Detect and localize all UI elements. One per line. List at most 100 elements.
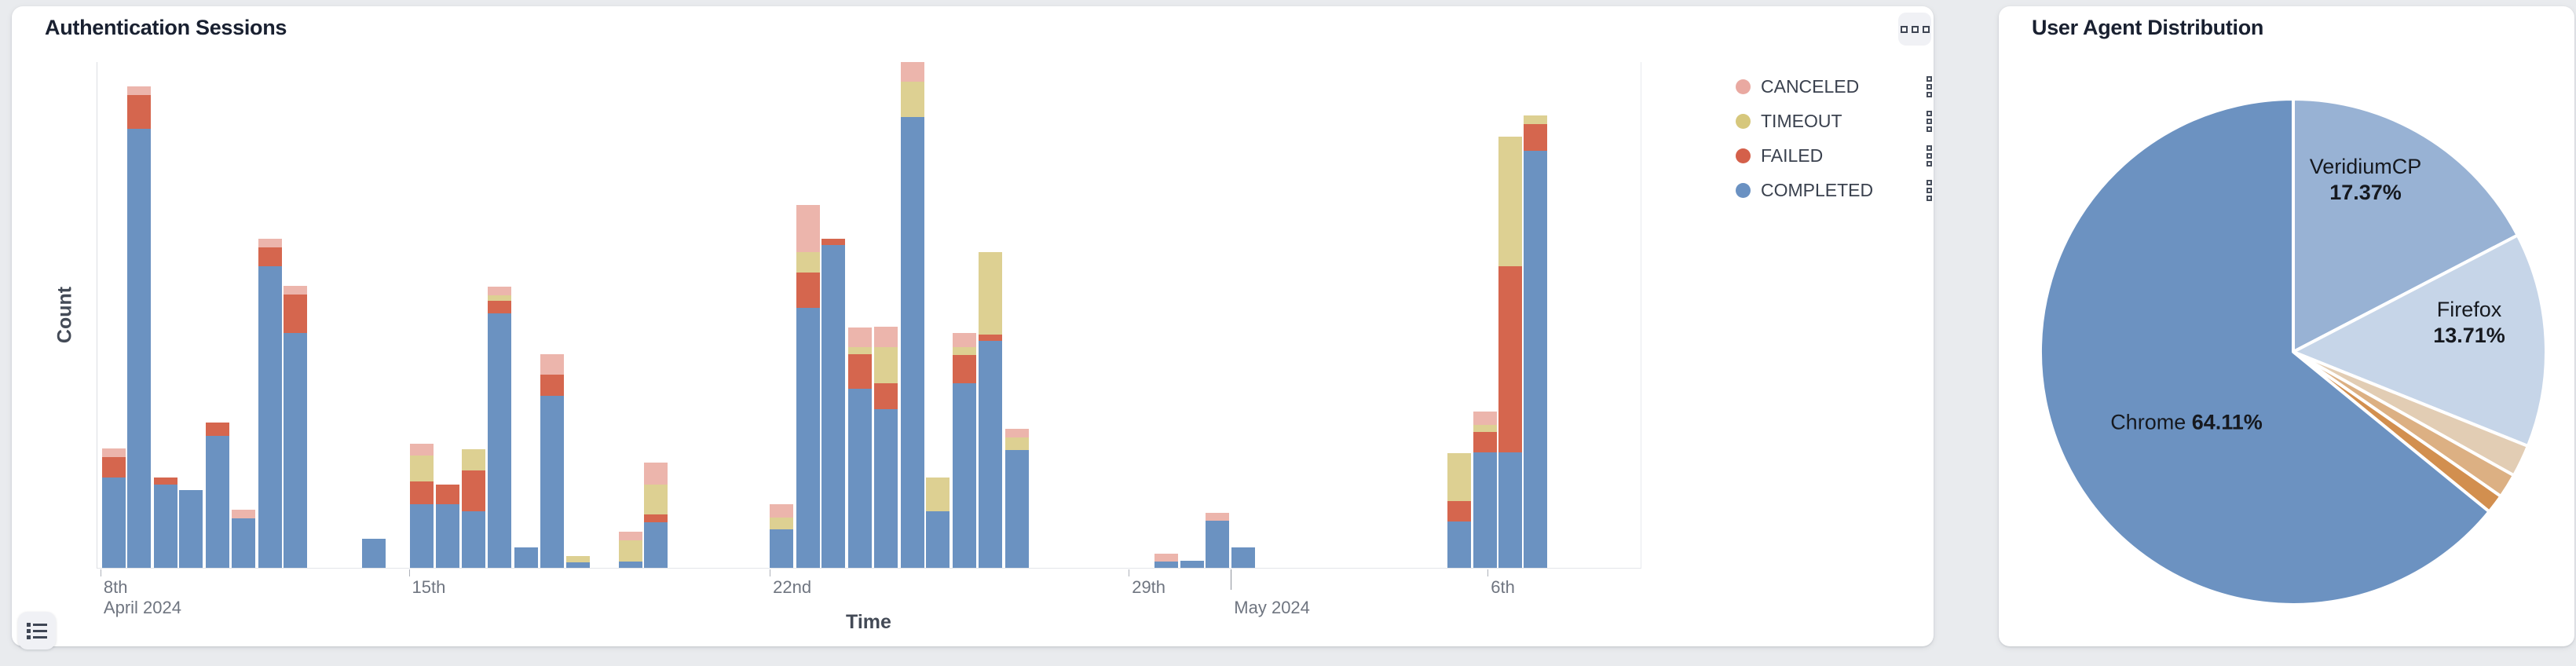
stacked-bar[interactable]: [1524, 115, 1548, 568]
bar-segment-completed: [1206, 521, 1230, 568]
tick-label: 8th: [103, 577, 128, 597]
stacked-bar[interactable]: [644, 463, 668, 568]
authentication-sessions-panel: Authentication Sessions CANCELED TIMEOUT F…: [12, 6, 1934, 646]
panel-title: User Agent Distribution: [2032, 16, 2264, 39]
legend-item-canceled[interactable]: CANCELED: [1736, 69, 1932, 104]
bar-segment-completed: [821, 245, 846, 568]
bar-segment-completed: [873, 408, 898, 568]
bar-segment-timeout: [847, 347, 872, 354]
stacked-bar[interactable]: [926, 477, 950, 568]
bar-segment-completed: [153, 485, 177, 568]
stacked-bar[interactable]: [1473, 412, 1497, 568]
stacked-bar[interactable]: [1004, 429, 1029, 568]
stacked-bar[interactable]: [618, 532, 642, 568]
bar-segment-timeout: [1447, 453, 1471, 501]
stacked-bar[interactable]: [101, 448, 126, 568]
bar-segment-completed: [953, 382, 977, 568]
legend-item-failed[interactable]: FAILED: [1736, 138, 1932, 173]
stacked-bar[interactable]: [514, 547, 538, 568]
square-icon: [1922, 25, 1930, 33]
bar-segment-completed: [409, 504, 434, 568]
stacked-bar[interactable]: [205, 422, 229, 568]
stacked-bar[interactable]: [953, 333, 977, 568]
bar-segment-timeout: [409, 456, 434, 481]
bar-segment-canceled: [1154, 554, 1178, 562]
stacked-bar[interactable]: [796, 204, 820, 568]
stacked-bar[interactable]: [258, 238, 283, 568]
legend-item-timeout[interactable]: TIMEOUT: [1736, 104, 1932, 138]
bar-segment-completed: [565, 562, 590, 568]
stacked-bar[interactable]: [847, 327, 872, 568]
tick-sublabel: May 2024: [1234, 598, 1310, 617]
bar-segment-completed: [126, 129, 151, 568]
bar-segment-timeout: [487, 295, 511, 302]
chart-legend: CANCELED TIMEOUT FAILED COMPLETED: [1736, 69, 1932, 207]
stacked-bar[interactable]: [487, 287, 511, 568]
stacked-bar[interactable]: [979, 252, 1003, 568]
drag-handle-icon[interactable]: [1927, 179, 1932, 201]
pie-slice-label-chrome: Chrome 64.11%: [2110, 410, 2263, 434]
bar-segment-failed: [258, 247, 283, 266]
panel-menu-button[interactable]: [1898, 13, 1931, 46]
bar-segment-failed: [1447, 500, 1471, 522]
stacked-bar[interactable]: [1231, 547, 1255, 568]
bar-segment-completed: [258, 265, 283, 568]
legend-label: CANCELED: [1761, 75, 1860, 97]
bar-segment-completed: [618, 561, 642, 568]
bar-segment-canceled: [540, 354, 564, 375]
panel-title: Authentication Sessions: [45, 16, 287, 39]
stacked-bar[interactable]: [1206, 513, 1230, 568]
stacked-bar[interactable]: [284, 286, 308, 568]
stacked-bar[interactable]: [435, 484, 459, 568]
bar-segment-completed: [770, 529, 794, 568]
drag-handle-icon[interactable]: [1927, 75, 1932, 97]
drag-handle-icon[interactable]: [1927, 145, 1932, 166]
bar-segment-failed: [461, 470, 485, 511]
stacked-bar[interactable]: [409, 443, 434, 568]
view-as-table-button[interactable]: [18, 612, 56, 650]
pie-slice-chrome[interactable]: [2038, 97, 2491, 606]
bar-segment-failed: [101, 457, 126, 478]
bar-segment-timeout: [770, 518, 794, 529]
stacked-bar[interactable]: [232, 510, 256, 568]
bar-segment-canceled: [847, 327, 872, 348]
stacked-bar[interactable]: [461, 449, 485, 568]
bar-segment-timeout: [953, 346, 977, 356]
stacked-bar[interactable]: [770, 503, 794, 568]
bar-segment-timeout: [1004, 437, 1029, 450]
stacked-bar[interactable]: [1498, 137, 1522, 568]
bar-segment-failed: [435, 484, 459, 505]
stacked-bar[interactable]: [873, 327, 898, 568]
bar-segment-canceled: [1206, 513, 1230, 521]
pie-slice-veridiumcp[interactable]: [2292, 97, 2519, 353]
bar-segment-canceled: [618, 532, 642, 540]
pie-slices: [2038, 97, 2548, 606]
legend-dot: [1736, 148, 1751, 163]
legend-label: TIMEOUT: [1761, 110, 1842, 131]
stacked-bar[interactable]: [126, 86, 151, 568]
stacked-bar[interactable]: [565, 555, 590, 568]
tick-sublabel: April 2024: [103, 598, 181, 617]
stacked-bar[interactable]: [540, 354, 564, 568]
legend-item-completed[interactable]: COMPLETED: [1736, 173, 1932, 207]
pie-slice-firefox[interactable]: [2292, 233, 2548, 448]
user-agent-distribution-panel: User Agent Distribution VeridiumCP 17.37%…: [1999, 6, 2574, 646]
bar-segment-completed: [487, 313, 511, 568]
stacked-bar[interactable]: [1447, 453, 1471, 568]
stacked-bar[interactable]: [362, 539, 386, 568]
stacked-bar[interactable]: [900, 61, 924, 568]
square-icon: [1900, 25, 1908, 33]
drag-handle-icon[interactable]: [1927, 110, 1932, 132]
bar-segment-failed: [796, 273, 820, 308]
stacked-bar[interactable]: [821, 238, 846, 568]
bar-segment-canceled: [1473, 412, 1497, 426]
bar-segment-canceled: [126, 86, 151, 96]
stacked-bar[interactable]: [1180, 561, 1204, 568]
bar-segment-completed: [1231, 547, 1255, 568]
bar-segment-canceled: [101, 448, 126, 458]
bar-segment-timeout: [926, 477, 950, 511]
square-icon: [1911, 25, 1919, 33]
stacked-bar[interactable]: [1154, 554, 1178, 568]
stacked-bar[interactable]: [178, 489, 203, 568]
stacked-bar[interactable]: [153, 477, 177, 568]
